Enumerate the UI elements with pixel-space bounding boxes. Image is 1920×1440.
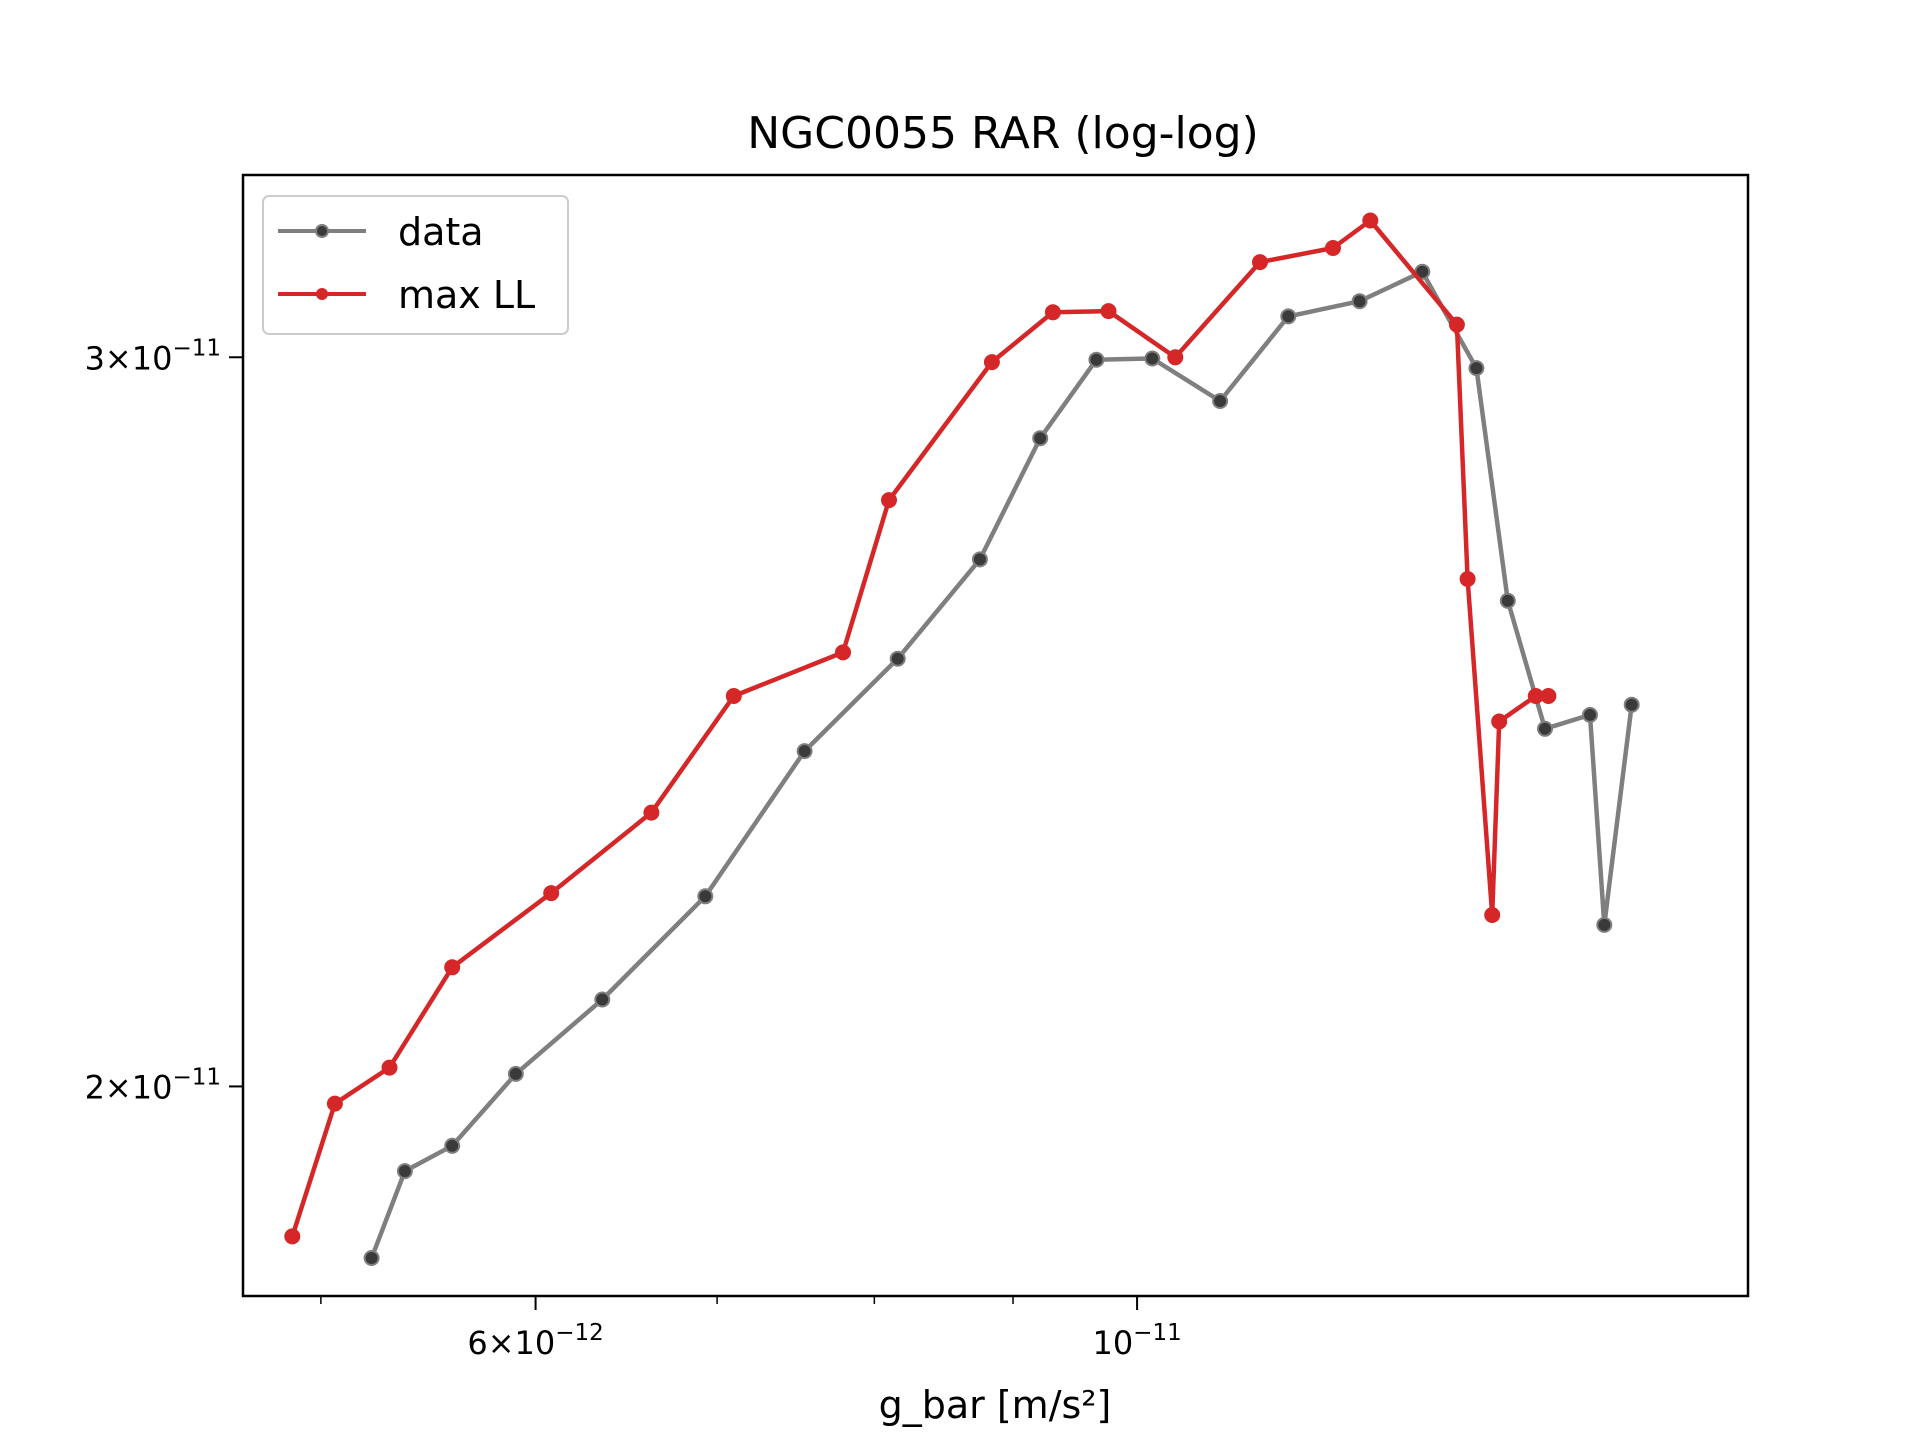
data-point-max-ll bbox=[1459, 571, 1476, 587]
data-point-data bbox=[889, 650, 906, 667]
data-point-max-ll bbox=[1540, 688, 1557, 704]
series-line-data bbox=[369, 269, 1634, 1261]
data-point-data bbox=[796, 743, 813, 760]
data-point-max-ll bbox=[444, 959, 461, 976]
data-point-max-ll bbox=[1167, 349, 1184, 366]
data-point-max-ll bbox=[1325, 240, 1341, 256]
x-tick-label: 6×10−12 bbox=[467, 1320, 603, 1362]
data-point-data bbox=[1468, 360, 1485, 377]
data-point-data bbox=[1280, 308, 1297, 325]
y-tick-label: 3×10−11 bbox=[85, 335, 221, 377]
data-point-data bbox=[1032, 430, 1049, 447]
data-point-data bbox=[1582, 706, 1598, 723]
data-point-data bbox=[1596, 916, 1613, 933]
y-tick-label: 2×10−11 bbox=[85, 1064, 221, 1106]
data-point-data bbox=[1499, 592, 1516, 609]
data-point-max-ll bbox=[1362, 212, 1379, 229]
axis-ticks: 6×10−12 10−11 2×10−11 3×10−11 bbox=[85, 335, 1182, 1362]
series-line-max-ll bbox=[290, 218, 1551, 1239]
data-point-data bbox=[1144, 350, 1161, 367]
data-point-data bbox=[444, 1137, 461, 1154]
data-point-data bbox=[1088, 351, 1105, 368]
data-point-max-ll bbox=[1484, 907, 1501, 923]
data-point-max-ll bbox=[1252, 254, 1268, 271]
data-point-max-ll bbox=[1044, 304, 1061, 321]
legend-label-maxll: max LL bbox=[398, 273, 535, 317]
data-point-data bbox=[396, 1163, 413, 1180]
data-point-data bbox=[363, 1250, 380, 1266]
x-axis-label: g_bar [m/s²] bbox=[879, 1383, 1112, 1427]
data-point-max-ll bbox=[543, 885, 560, 902]
plot-area bbox=[284, 212, 1640, 1266]
legend-marker-maxll bbox=[316, 288, 328, 300]
data-point-max-ll bbox=[881, 492, 897, 509]
data-point-data bbox=[507, 1065, 524, 1082]
legend-marker-data bbox=[315, 224, 329, 238]
data-point-data bbox=[1623, 696, 1640, 713]
data-point-data bbox=[971, 551, 988, 568]
data-point-data bbox=[697, 888, 714, 905]
x-tick-label: 10−11 bbox=[1092, 1320, 1181, 1362]
data-point-data bbox=[1212, 393, 1229, 409]
data-point-max-ll bbox=[381, 1059, 398, 1076]
axes-frame bbox=[241, 173, 1750, 1298]
legend-label-data: data bbox=[398, 210, 484, 254]
data-point-max-ll bbox=[1100, 303, 1117, 320]
data-point-max-ll bbox=[983, 354, 1000, 371]
data-point-max-ll bbox=[284, 1228, 301, 1245]
data-point-max-ll bbox=[643, 804, 660, 821]
data-point-data bbox=[1537, 720, 1553, 737]
data-point-data bbox=[594, 991, 611, 1008]
data-point-max-ll bbox=[1491, 713, 1508, 730]
legend: data max LL bbox=[262, 195, 569, 335]
data-point-max-ll bbox=[835, 644, 851, 661]
data-point-max-ll bbox=[326, 1095, 343, 1112]
data-point-max-ll bbox=[1448, 316, 1465, 333]
data-point-max-ll bbox=[725, 688, 742, 704]
chart-title: NGC0055 RAR (log-log) bbox=[747, 108, 1259, 159]
data-point-data bbox=[1351, 293, 1368, 310]
